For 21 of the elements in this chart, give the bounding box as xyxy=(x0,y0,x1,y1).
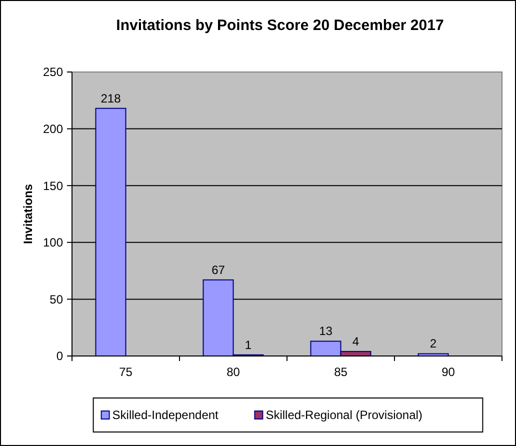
x-tick-label: 90 xyxy=(442,365,456,379)
x-tick-label: 75 xyxy=(119,365,133,379)
data-label: 4 xyxy=(352,334,360,348)
x-tick-label: 80 xyxy=(226,365,240,379)
y-tick-label: 250 xyxy=(42,65,64,80)
y-tick-label: 50 xyxy=(50,292,64,306)
bar xyxy=(95,108,126,356)
y-tick-label: 150 xyxy=(42,178,64,193)
x-tick-label: 85 xyxy=(334,365,348,379)
y-tick-label: 100 xyxy=(42,236,64,250)
data-label: 2 xyxy=(430,336,437,351)
legend-label: Skilled-Independent xyxy=(112,408,220,422)
data-label: 13 xyxy=(319,324,333,338)
y-axis-title: Invitations xyxy=(21,184,35,244)
data-label: 218 xyxy=(100,91,122,106)
chart-title: Invitations by Points Score 20 December 2017 xyxy=(116,17,444,34)
data-label: 67 xyxy=(212,262,226,277)
y-tick-label: 200 xyxy=(42,122,64,136)
y-tick-label: 0 xyxy=(56,349,64,364)
legend-label: Skilled-Regional (Provisional) xyxy=(266,408,422,422)
data-label: 1 xyxy=(244,338,252,352)
